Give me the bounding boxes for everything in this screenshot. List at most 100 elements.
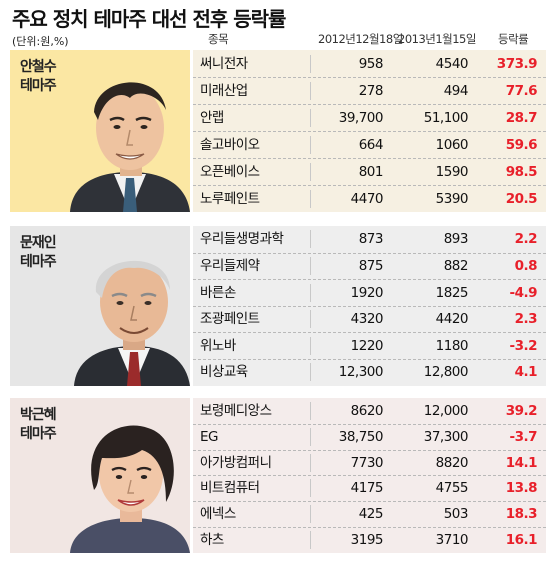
portrait-ahn: 안철수 테마주 [10, 50, 190, 212]
price-2012-12-18: 1220 [350, 337, 384, 354]
price-2013-01-15: 8820 [435, 454, 469, 471]
row-separator [193, 449, 546, 451]
portrait-park-illustration [10, 398, 190, 553]
chart-title: 주요 정치 테마주 대선 전후 등락률 [12, 7, 286, 31]
price-2012-12-18: 278 [358, 82, 384, 99]
theme-group-moon: 문재인 테마주 우리들생명과학 873 893 2.2 우리들제약 875 882 0.8 바른… [10, 226, 546, 386]
price-2012-12-18: 8620 [350, 402, 384, 419]
change-rate: 18.3 [505, 506, 538, 523]
header-change: 등락률 [498, 32, 529, 46]
table-row: 보령메디앙스 8620 12,000 39.2 [193, 399, 546, 423]
row-separator [193, 279, 546, 281]
row-separator [193, 158, 546, 159]
table-row: 위노바 1220 1180 -3.2 [193, 334, 546, 358]
change-rate: 20.5 [505, 190, 538, 207]
change-rate: 14.1 [505, 454, 538, 471]
table-row: 비상교육 12,300 12,800 4.1 [193, 360, 546, 384]
change-rate: 13.8 [505, 480, 538, 497]
row-separator [193, 185, 546, 186]
portrait-moon-illustration [10, 226, 190, 386]
stock-name: 위노바 [193, 334, 311, 358]
row-separator [193, 501, 546, 503]
price-2012-12-18: 875 [358, 257, 384, 274]
header-date2: 2013년1월15일 [398, 32, 476, 46]
stock-name: 오픈베이스 [193, 160, 311, 184]
price-2012-12-18: 4470 [350, 190, 384, 207]
price-2013-01-15: 4755 [435, 480, 469, 497]
table-row: 노루페인트 4470 5390 20.5 [193, 187, 546, 211]
header-stock: 종목 [208, 32, 229, 46]
stock-name: 미래산업 [193, 79, 311, 103]
stock-table-park: 보령메디앙스 8620 12,000 39.2 EG 38,750 37,300 -3.7 아가… [193, 398, 546, 553]
group-name-park: 박근혜 테마주 [20, 407, 57, 442]
row-separator [193, 423, 546, 425]
stock-name: 아가방컴퍼니 [193, 451, 311, 475]
stock-name: 에넥스 [193, 502, 311, 526]
group-name-ahn: 안철수 테마주 [20, 59, 57, 94]
table-row: 하츠 3195 3710 16.1 [193, 528, 546, 552]
table-row: 우리들생명과학 873 893 2.2 [193, 227, 546, 251]
change-rate: 28.7 [505, 109, 538, 126]
stock-name: 보령메디앙스 [193, 399, 311, 423]
price-2012-12-18: 958 [358, 55, 384, 72]
price-2013-01-15: 12,000 [423, 402, 469, 419]
change-rate: 4.1 [514, 364, 538, 381]
table-row: 에넥스 425 503 18.3 [193, 502, 546, 526]
theme-group-ahn: 안철수 테마주 써니전자 958 4540 373.9 미래산업 278 494 77.6 안랩… [10, 50, 546, 212]
price-2013-01-15: 3710 [435, 531, 469, 548]
stock-name: EG [193, 425, 311, 449]
change-rate: 16.1 [505, 531, 538, 548]
row-separator [193, 252, 546, 254]
price-2013-01-15: 503 [443, 506, 469, 523]
group-name-moon: 문재인 테마주 [20, 235, 57, 270]
stock-name: 써니전자 [193, 52, 311, 76]
price-2013-01-15: 1060 [435, 136, 469, 153]
theme-group-park: 박근혜 테마주 보령메디앙스 8620 12,000 39.2 EG 38,750 37,3… [10, 398, 546, 553]
price-2013-01-15: 5390 [435, 190, 469, 207]
change-rate: 98.5 [505, 163, 538, 180]
row-separator [193, 475, 546, 477]
price-2013-01-15: 1590 [435, 163, 469, 180]
header-date1: 2012년12월18일 [318, 32, 403, 46]
price-2012-12-18: 801 [358, 163, 384, 180]
change-rate: -3.7 [509, 428, 537, 445]
change-rate: 59.6 [505, 136, 538, 153]
price-2012-12-18: 4175 [350, 480, 384, 497]
stock-name: 비트컴퓨터 [193, 476, 311, 500]
price-2013-01-15: 1180 [435, 337, 469, 354]
table-row: 써니전자 958 4540 373.9 [193, 52, 546, 76]
price-2012-12-18: 425 [358, 506, 384, 523]
change-rate: -4.9 [509, 284, 537, 301]
stock-name: 바른손 [193, 281, 311, 305]
table-row: 오픈베이스 801 1590 98.5 [193, 160, 546, 184]
price-2012-12-18: 39,700 [338, 109, 384, 126]
stock-name: 우리들제약 [193, 254, 311, 278]
price-2013-01-15: 4540 [435, 55, 469, 72]
price-2013-01-15: 882 [443, 257, 469, 274]
row-separator [193, 527, 546, 528]
price-2012-12-18: 4320 [350, 311, 384, 328]
price-2013-01-15: 37,300 [423, 428, 469, 445]
price-2013-01-15: 494 [443, 82, 469, 99]
unit-label: (단위:원,%) [12, 35, 69, 48]
change-rate: 2.2 [514, 231, 538, 248]
row-separator [193, 332, 546, 334]
price-2013-01-15: 1825 [435, 284, 469, 301]
row-separator [193, 131, 546, 132]
stock-name: 하츠 [193, 528, 311, 552]
price-2012-12-18: 1920 [350, 284, 384, 301]
price-2013-01-15: 4420 [435, 311, 469, 328]
stock-name: 노루페인트 [193, 187, 311, 211]
stock-name: 안랩 [193, 106, 311, 130]
table-row: 우리들제약 875 882 0.8 [193, 254, 546, 278]
change-rate: -3.2 [509, 337, 537, 354]
change-rate: 2.3 [514, 311, 538, 328]
stock-name: 솔고바이오 [193, 133, 311, 157]
portrait-ahn-illustration [10, 50, 190, 212]
table-row: 비트컴퓨터 4175 4755 13.8 [193, 476, 546, 500]
stock-table-ahn: 써니전자 958 4540 373.9 미래산업 278 494 77.6 안랩 39,700 51… [193, 50, 546, 212]
price-2013-01-15: 893 [443, 231, 469, 248]
table-row: 바른손 1920 1825 -4.9 [193, 281, 546, 305]
stock-name: 비상교육 [193, 360, 311, 384]
table-row: 안랩 39,700 51,100 28.7 [193, 106, 546, 130]
